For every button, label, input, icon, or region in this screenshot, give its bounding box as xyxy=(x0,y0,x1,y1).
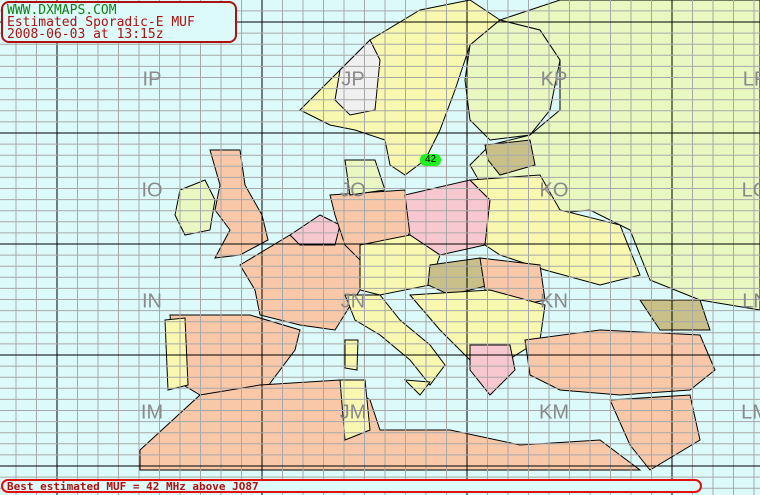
locator-label: LO xyxy=(741,179,760,202)
status-bar: Best estimated MUF = 42 MHz above JO87 xyxy=(1,479,702,493)
portugal xyxy=(164,317,189,391)
locator-label: LP xyxy=(742,68,760,91)
site-name[interactable]: WWW.DXMAPS.COM xyxy=(7,3,117,18)
locator-label: JO xyxy=(340,179,366,202)
map-title: Estimated Sporadic-E MUF xyxy=(7,15,195,30)
belarus-ukraine xyxy=(468,174,641,286)
locator-label: JN xyxy=(340,290,366,313)
locator-label: KP xyxy=(540,68,568,91)
balkans xyxy=(408,289,546,366)
benelux xyxy=(289,214,341,246)
title-box: WWW.DXMAPS.COM Estimated Sporadic-E MUF … xyxy=(1,1,237,43)
caucasus xyxy=(639,299,711,331)
locator-label: JM xyxy=(339,401,367,424)
locator-label: KO xyxy=(539,179,569,202)
map-timestamp: 2008-06-03 at 13:15z xyxy=(7,27,164,42)
locator-label: LM xyxy=(741,401,760,424)
italy xyxy=(344,294,446,386)
locator-label: IO xyxy=(141,179,163,202)
hungary xyxy=(427,257,491,296)
ireland xyxy=(174,179,216,236)
muf-marker[interactable]: 42 xyxy=(420,154,441,166)
turkey xyxy=(524,329,716,396)
locator-label: JP xyxy=(341,68,365,91)
locator-label: KN xyxy=(540,290,568,313)
locator-label: IN xyxy=(142,290,162,313)
north-africa xyxy=(139,379,642,471)
locator-label: IP xyxy=(142,68,162,91)
locator-label: IM xyxy=(140,401,164,424)
locator-label: KM xyxy=(539,401,569,424)
locator-label: LN xyxy=(742,290,760,313)
